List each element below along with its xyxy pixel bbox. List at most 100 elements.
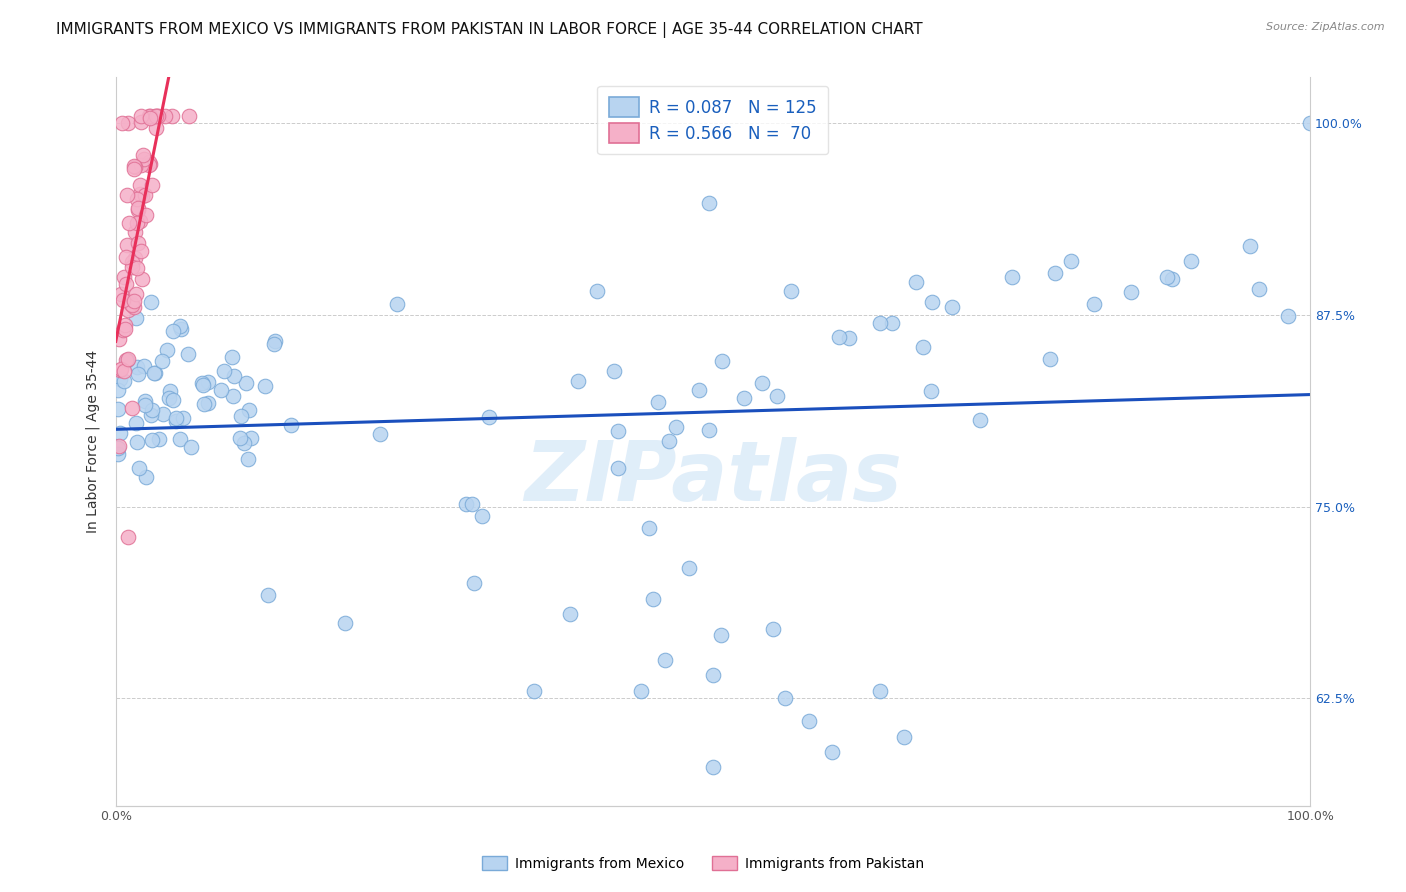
Point bbox=[214, 364, 236, 378]
Point bbox=[558, 607, 581, 621]
Point bbox=[128, 214, 150, 228]
Point bbox=[122, 294, 145, 309]
Point bbox=[869, 316, 891, 330]
Point bbox=[478, 410, 501, 425]
Point bbox=[143, 366, 166, 380]
Point bbox=[1249, 282, 1271, 296]
Point bbox=[125, 216, 148, 230]
Point bbox=[165, 414, 187, 428]
Point bbox=[238, 452, 260, 467]
Point bbox=[124, 252, 146, 266]
Point bbox=[1239, 239, 1261, 253]
Point bbox=[127, 202, 149, 217]
Point bbox=[128, 460, 150, 475]
Point bbox=[920, 384, 942, 398]
Point bbox=[169, 432, 191, 446]
Text: Source: ZipAtlas.com: Source: ZipAtlas.com bbox=[1267, 22, 1385, 32]
Point bbox=[665, 420, 688, 434]
Point bbox=[1299, 116, 1322, 130]
Point bbox=[454, 497, 477, 511]
Point bbox=[117, 116, 139, 130]
Point bbox=[678, 561, 700, 575]
Point bbox=[1161, 272, 1184, 286]
Point bbox=[606, 424, 628, 438]
Point bbox=[121, 298, 143, 312]
Point bbox=[1000, 269, 1022, 284]
Point bbox=[146, 109, 169, 123]
Point bbox=[125, 359, 148, 374]
Point bbox=[702, 760, 724, 774]
Point bbox=[606, 460, 628, 475]
Point bbox=[385, 297, 408, 311]
Point bbox=[221, 351, 243, 365]
Point bbox=[135, 469, 157, 483]
Point bbox=[134, 394, 156, 409]
Point bbox=[141, 178, 163, 192]
Point bbox=[191, 376, 214, 391]
Point bbox=[797, 714, 820, 729]
Point bbox=[209, 383, 232, 397]
Point bbox=[710, 354, 733, 368]
Point bbox=[193, 397, 215, 411]
Point bbox=[1083, 297, 1105, 311]
Point bbox=[114, 277, 136, 292]
Point bbox=[658, 434, 681, 448]
Point bbox=[921, 295, 943, 310]
Point bbox=[229, 431, 252, 445]
Point bbox=[125, 310, 148, 325]
Text: IMMIGRANTS FROM MEXICO VS IMMIGRANTS FROM PAKISTAN IN LABOR FORCE | AGE 35-44 CO: IMMIGRANTS FROM MEXICO VS IMMIGRANTS FRO… bbox=[56, 22, 922, 38]
Point bbox=[333, 615, 356, 630]
Point bbox=[263, 337, 285, 351]
Point bbox=[141, 408, 163, 422]
Point bbox=[121, 255, 143, 269]
Point bbox=[697, 423, 720, 437]
Point bbox=[702, 668, 724, 682]
Point bbox=[143, 109, 166, 123]
Point bbox=[125, 287, 148, 301]
Point bbox=[766, 389, 789, 403]
Point bbox=[127, 192, 149, 206]
Point bbox=[585, 284, 607, 298]
Point bbox=[239, 431, 262, 445]
Point bbox=[523, 683, 546, 698]
Point bbox=[153, 109, 176, 123]
Point bbox=[169, 319, 191, 334]
Point bbox=[773, 691, 796, 706]
Point bbox=[630, 683, 652, 698]
Point bbox=[253, 378, 276, 392]
Point bbox=[115, 237, 138, 252]
Point bbox=[135, 208, 157, 222]
Point bbox=[222, 368, 245, 383]
Point bbox=[124, 160, 146, 174]
Point bbox=[125, 434, 148, 449]
Point bbox=[280, 417, 302, 432]
Point bbox=[145, 109, 167, 123]
Point bbox=[156, 343, 179, 358]
Point bbox=[238, 403, 260, 417]
Point bbox=[821, 745, 844, 759]
Point bbox=[107, 383, 129, 397]
Point bbox=[129, 109, 152, 123]
Point bbox=[882, 316, 904, 330]
Point bbox=[112, 374, 135, 388]
Point bbox=[110, 363, 132, 377]
Point bbox=[603, 364, 626, 378]
Point bbox=[134, 188, 156, 202]
Point bbox=[1277, 309, 1299, 323]
Point bbox=[124, 159, 146, 173]
Point bbox=[129, 158, 152, 172]
Point bbox=[114, 318, 136, 332]
Point bbox=[127, 367, 149, 381]
Point bbox=[638, 521, 661, 535]
Point bbox=[197, 396, 219, 410]
Point bbox=[170, 322, 193, 336]
Legend: R = 0.087   N = 125, R = 0.566   N =  70: R = 0.087 N = 125, R = 0.566 N = 70 bbox=[598, 86, 828, 154]
Point bbox=[107, 439, 129, 453]
Point bbox=[893, 730, 915, 744]
Point bbox=[751, 376, 773, 391]
Point bbox=[132, 148, 155, 162]
Point bbox=[1119, 285, 1142, 299]
Point bbox=[114, 353, 136, 368]
Point bbox=[654, 653, 676, 667]
Point bbox=[828, 330, 851, 344]
